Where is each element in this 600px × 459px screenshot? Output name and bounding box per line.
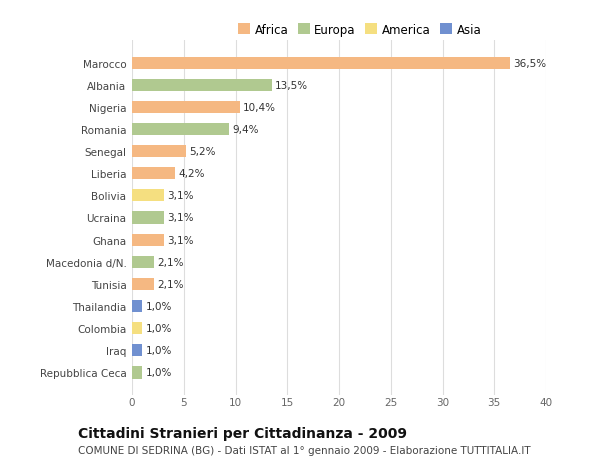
Bar bbox=[132, 190, 164, 202]
Text: 5,2%: 5,2% bbox=[189, 147, 215, 157]
Text: 2,1%: 2,1% bbox=[157, 279, 184, 289]
Text: 13,5%: 13,5% bbox=[275, 80, 308, 90]
Text: COMUNE DI SEDRINA (BG) - Dati ISTAT al 1° gennaio 2009 - Elaborazione TUTTITALIA: COMUNE DI SEDRINA (BG) - Dati ISTAT al 1… bbox=[78, 445, 530, 455]
Bar bbox=[132, 101, 239, 114]
Bar bbox=[132, 344, 142, 357]
Text: 36,5%: 36,5% bbox=[513, 58, 546, 68]
Text: 2,1%: 2,1% bbox=[157, 257, 184, 267]
Text: 4,2%: 4,2% bbox=[179, 169, 205, 179]
Legend: Africa, Europa, America, Asia: Africa, Europa, America, Asia bbox=[233, 19, 486, 41]
Bar bbox=[132, 300, 142, 313]
Text: 10,4%: 10,4% bbox=[243, 103, 276, 112]
Text: 3,1%: 3,1% bbox=[167, 235, 194, 245]
Text: 3,1%: 3,1% bbox=[167, 213, 194, 223]
Bar bbox=[132, 146, 186, 158]
Text: 1,0%: 1,0% bbox=[145, 368, 172, 378]
Text: 1,0%: 1,0% bbox=[145, 346, 172, 356]
Bar bbox=[132, 278, 154, 291]
Text: 1,0%: 1,0% bbox=[145, 324, 172, 333]
Bar bbox=[132, 212, 164, 224]
Text: 1,0%: 1,0% bbox=[145, 302, 172, 311]
Bar bbox=[132, 168, 175, 180]
Text: 3,1%: 3,1% bbox=[167, 191, 194, 201]
Text: Cittadini Stranieri per Cittadinanza - 2009: Cittadini Stranieri per Cittadinanza - 2… bbox=[78, 426, 407, 440]
Bar bbox=[132, 256, 154, 268]
Bar bbox=[132, 123, 229, 136]
Bar bbox=[132, 234, 164, 246]
Bar bbox=[132, 367, 142, 379]
Bar bbox=[132, 57, 510, 69]
Text: 9,4%: 9,4% bbox=[232, 125, 259, 134]
Bar bbox=[132, 322, 142, 335]
Bar bbox=[132, 79, 272, 92]
